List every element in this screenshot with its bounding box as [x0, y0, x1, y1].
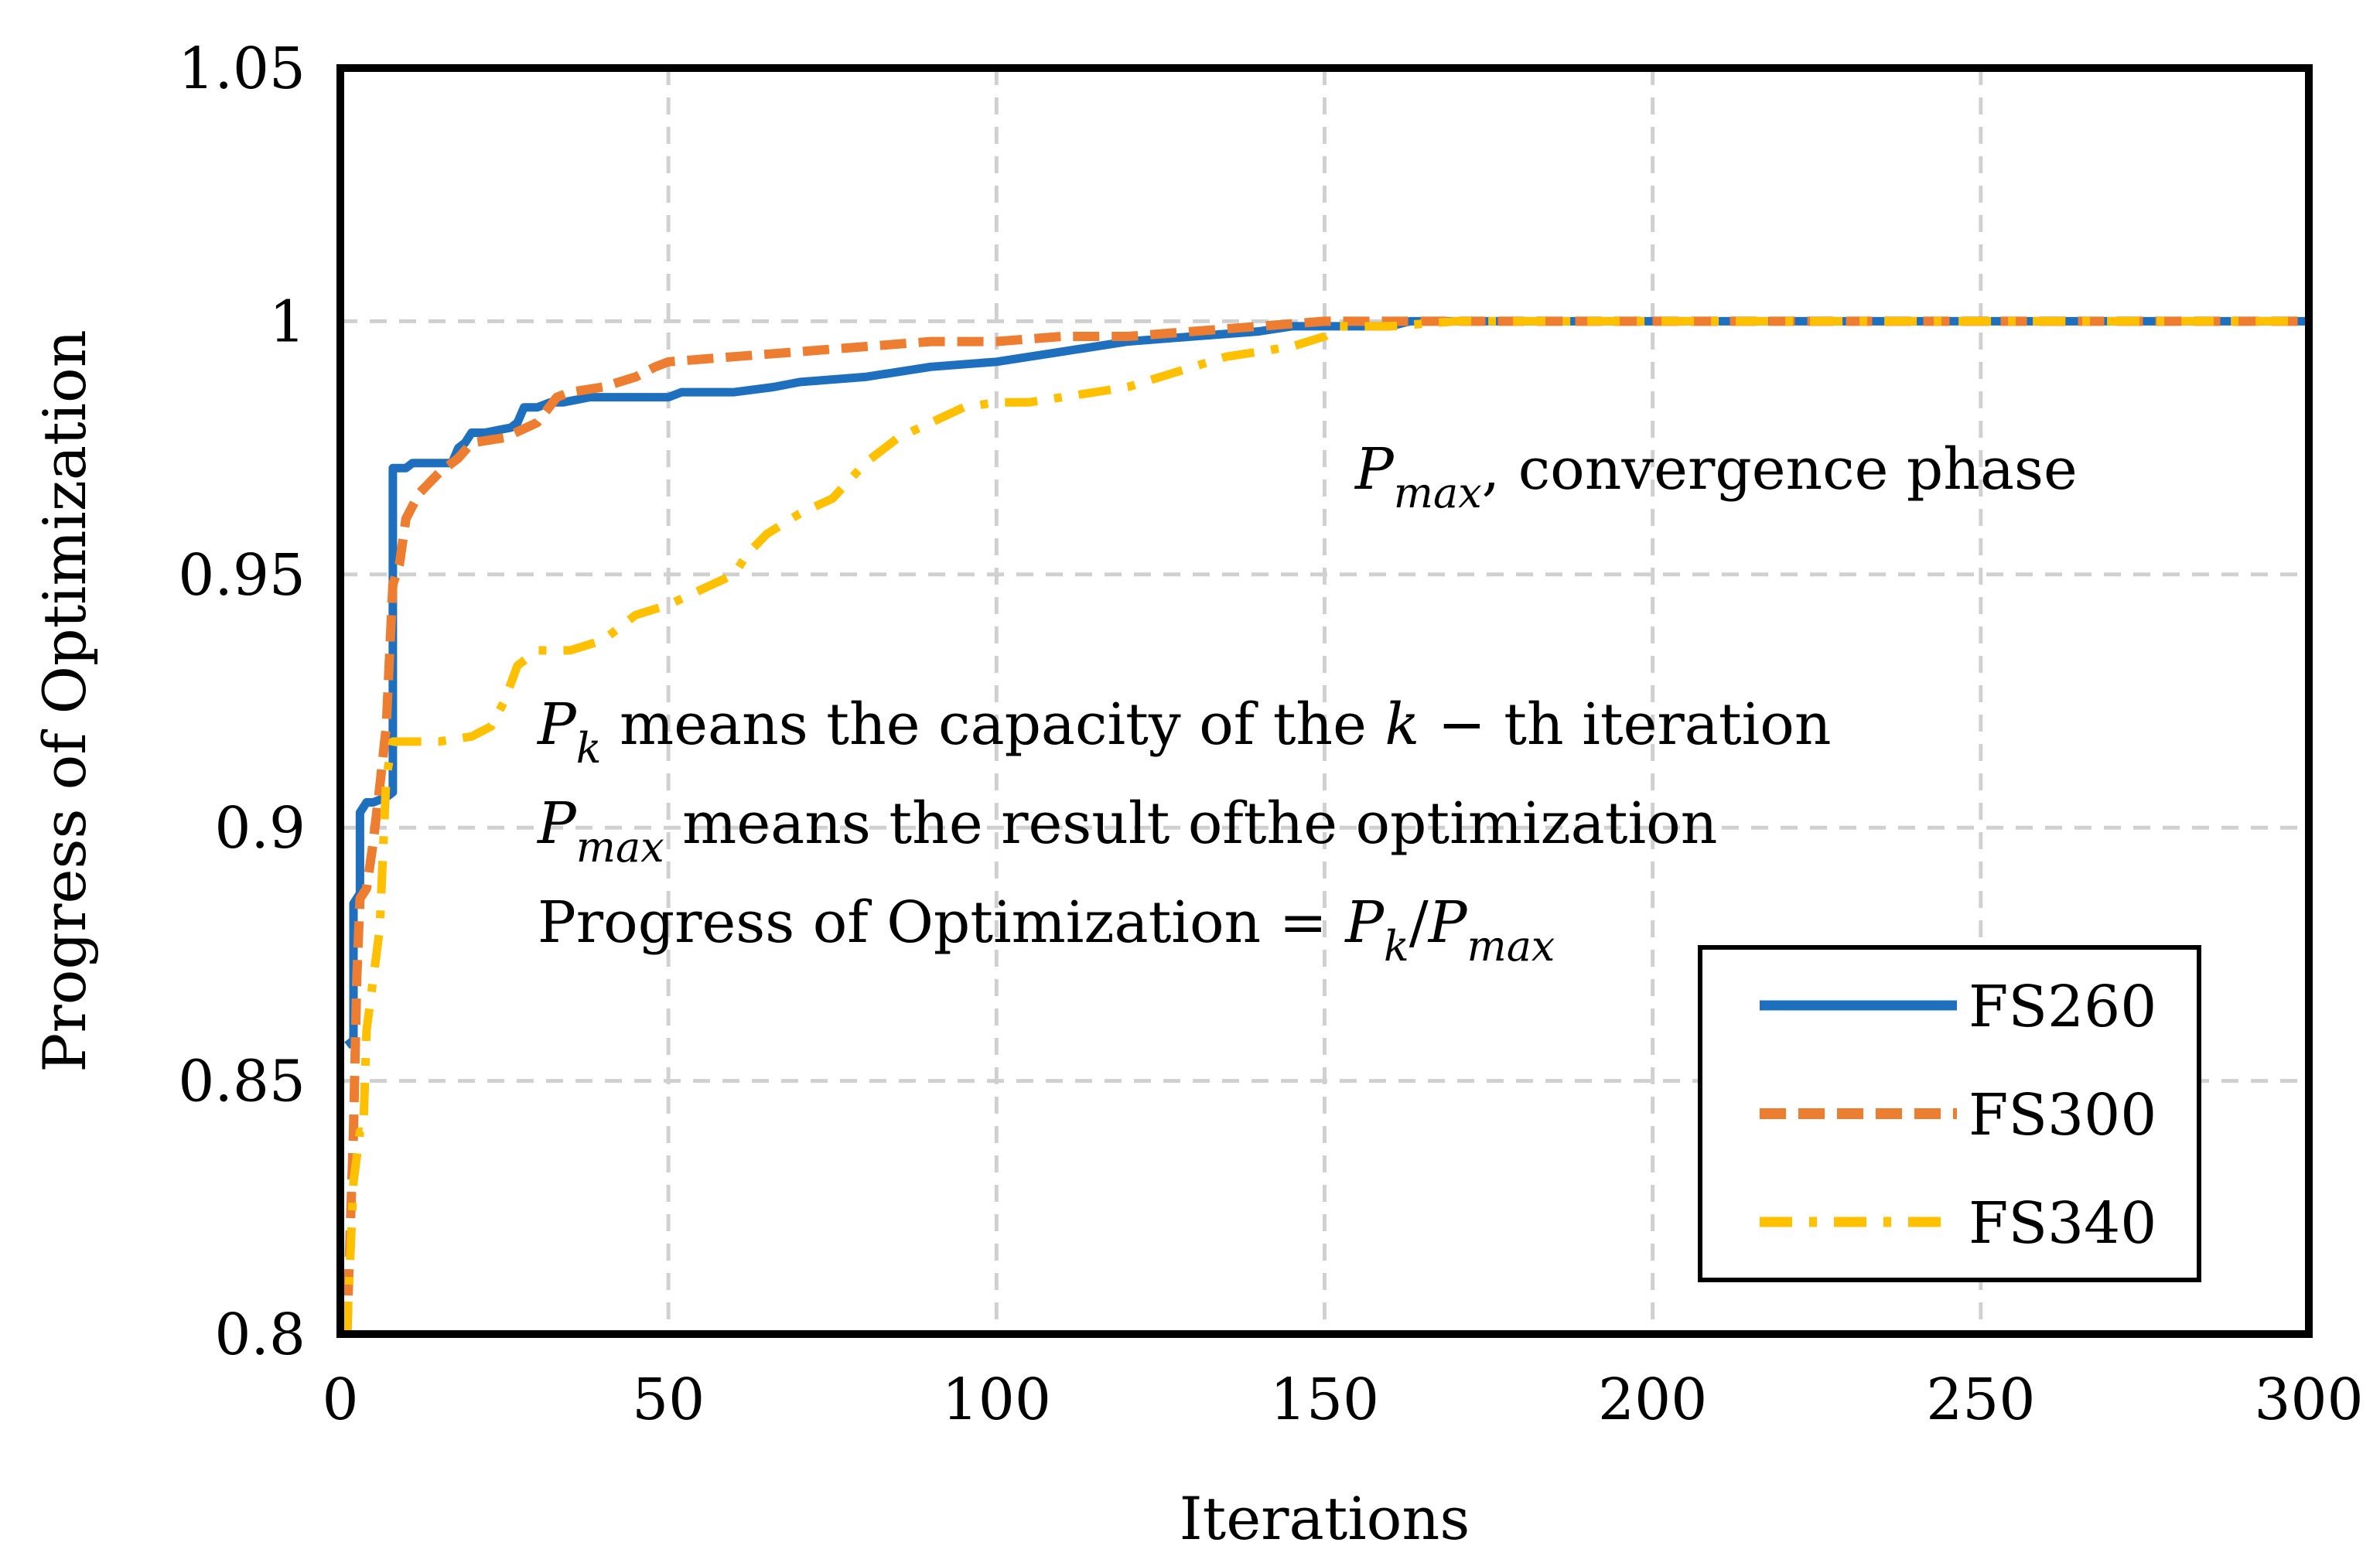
y-tick-label: 0.95	[178, 542, 306, 609]
legend: FS260 FS300 FS340	[1698, 945, 2201, 1282]
x-tick-label: 150	[1270, 1367, 1379, 1433]
x-tick-labels: 0 50 100 150 200 250 300	[322, 1367, 2363, 1433]
annotation-line-3-base2: P	[1427, 889, 1468, 956]
annotation-line-3-sub2: max	[1467, 922, 1555, 971]
plot-frame	[336, 64, 2313, 1338]
y-axis-label: Progress of Optimization	[30, 329, 99, 1072]
y-tick-label: 0.9	[214, 795, 306, 862]
annotation-line-3-prefix: Progress of Optimization =	[538, 889, 1345, 956]
x-tick-label: 50	[632, 1367, 705, 1433]
annotation-line-1-sub: k	[576, 724, 602, 773]
x-tick-label: 300	[2254, 1367, 2363, 1433]
y-tick-label: 0.85	[178, 1049, 306, 1115]
annotation-line-3: Progress of Optimization = Pk/Pmax	[538, 889, 1555, 971]
legend-label-fs300: FS300	[1969, 1082, 2156, 1148]
y-tick-label: 1.05	[178, 36, 306, 102]
legend-label-fs260: FS260	[1969, 974, 2156, 1040]
x-tick-label: 200	[1598, 1367, 1707, 1433]
annotation-line-1-text-b: − th iteration	[1419, 691, 1831, 758]
annotation-convergence-base: P	[1354, 436, 1395, 503]
y-tick-label: 0.8	[214, 1302, 306, 1368]
x-tick-label: 0	[322, 1367, 358, 1433]
annotation-line-2-base: P	[536, 790, 577, 857]
annotation-line-1: Pk means the capacity of the k − th iter…	[536, 691, 1832, 773]
y-tick-labels: 0.8 0.85 0.9 0.95 1 1.05	[178, 36, 306, 1368]
series-group	[342, 316, 2309, 1335]
annotation-line-3-slash: /	[1409, 889, 1429, 956]
annotation-convergence: Pmax, convergence phase	[1354, 436, 2078, 517]
annotation-line-1-k: k	[1385, 691, 1419, 758]
grid	[340, 68, 2309, 1334]
x-axis-label: Iterations	[1180, 1484, 1470, 1553]
x-tick-label: 100	[942, 1367, 1051, 1433]
series-line-fs340	[343, 316, 2309, 1335]
annotation-convergence-text: , convergence phase	[1482, 436, 2078, 503]
annotation-convergence-sub: max	[1394, 469, 1482, 517]
legend-label-fs340: FS340	[1969, 1190, 2156, 1257]
annotation-line-3-sub1: k	[1384, 922, 1409, 971]
annotation-line-1-base: P	[536, 691, 577, 758]
x-tick-label: 250	[1926, 1367, 2035, 1433]
annotation-line-2-sub: max	[576, 823, 664, 872]
y-tick-label: 1	[269, 288, 306, 355]
annotation-line-3-base1: P	[1344, 889, 1385, 956]
series-line-fs300	[342, 316, 2309, 1335]
annotation-line-2-text: means the result ofthe optimization	[664, 790, 1718, 857]
annotation-line-2: Pmax means the result ofthe optimization	[536, 790, 1717, 872]
annotation-line-1-text-a: means the capacity of the	[602, 691, 1385, 758]
